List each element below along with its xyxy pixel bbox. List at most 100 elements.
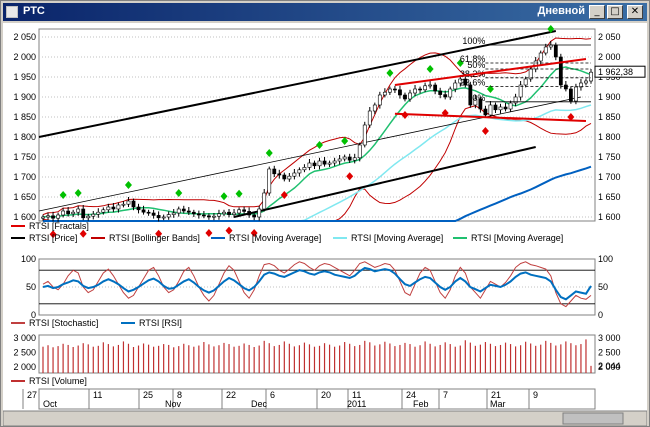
candle-body	[498, 106, 503, 111]
close-button[interactable]: ✕	[627, 5, 643, 19]
channel-upper-line	[38, 30, 557, 138]
legend-label: RTSI [Fractals]	[29, 221, 89, 231]
candle-body	[181, 208, 186, 212]
candle-body	[543, 46, 548, 54]
window-title: РТС	[23, 5, 45, 17]
ma-blue-line	[43, 165, 592, 222]
fractal-down-marker	[481, 127, 489, 135]
title-bar: РТС Дневной _ □ ✕	[3, 3, 647, 21]
candle-body	[201, 214, 206, 217]
price-ytick-right: 1 800	[598, 132, 621, 142]
candle-body	[327, 162, 332, 165]
candle-body	[297, 169, 302, 174]
candle-body	[121, 203, 126, 206]
candle-body	[574, 86, 578, 102]
candle-body	[287, 175, 292, 180]
horizontal-scrollbar[interactable]	[3, 410, 647, 426]
legend-label: RTSI [Bollinger Bands]	[109, 233, 200, 243]
fib-level-label: 23,6%	[460, 78, 486, 88]
candle-body	[282, 174, 287, 180]
x-day-label: 8	[177, 390, 182, 400]
volume-panel-frame	[38, 334, 596, 374]
candle-body	[111, 206, 116, 210]
price-ytick-right: 1 750	[598, 152, 621, 162]
minimize-button[interactable]: _	[589, 5, 605, 19]
candle-body	[398, 89, 402, 96]
candle-body	[86, 215, 91, 219]
x-day-label: 11	[93, 390, 102, 400]
x-day-label: 27	[27, 390, 37, 400]
support-red-line	[394, 112, 587, 122]
candle-body	[563, 84, 568, 90]
fractal-up-marker	[341, 137, 349, 145]
fractal-down-marker	[250, 229, 258, 237]
price-ytick-right: 1 900	[598, 92, 621, 102]
scrollbar-thumb[interactable]	[562, 412, 624, 425]
candle-body	[156, 215, 161, 219]
candle-body	[196, 213, 201, 216]
fractal-down-marker	[49, 230, 57, 239]
legend-label: RTSI [Moving Average]	[351, 233, 443, 243]
candle-body	[292, 172, 297, 177]
candle-body	[584, 80, 588, 84]
candle-body	[126, 200, 131, 205]
x-day-label: 6	[270, 390, 275, 400]
price-ytick-left: 1 600	[13, 212, 36, 222]
candle-body	[568, 88, 573, 102]
candle-body	[51, 215, 55, 219]
price-ytick-right: 2 050	[598, 32, 621, 42]
candle-body	[372, 104, 377, 112]
fractal-down-marker	[225, 226, 233, 235]
x-month-label: 2011	[347, 399, 366, 409]
candle-body	[176, 208, 181, 214]
candle-body	[337, 158, 342, 162]
price-ytick-right: 1 600	[598, 212, 621, 222]
x-day-label: 21	[491, 390, 501, 400]
candle-body	[433, 84, 438, 92]
maximize-button[interactable]: □	[607, 5, 623, 19]
x-month-label: Oct	[43, 399, 58, 409]
price-panel-frame	[38, 28, 596, 222]
price-ytick-left: 1 850	[13, 112, 36, 122]
candle-body	[342, 156, 347, 160]
candle-body	[423, 85, 427, 91]
price-ytick-right: 1 650	[598, 192, 621, 202]
candle-body	[232, 212, 236, 215]
fib-level-label: 100%	[462, 36, 485, 46]
candle-body	[347, 156, 352, 161]
candle-body	[161, 216, 166, 219]
fractal-up-marker	[74, 189, 82, 197]
candle-body	[523, 78, 528, 86]
candle-body	[46, 215, 50, 218]
candle-body	[71, 211, 76, 215]
candle-body	[302, 167, 307, 171]
osc-ytick-right: 0	[598, 310, 603, 320]
candle-body	[76, 208, 81, 213]
candle-body	[307, 162, 312, 168]
vol-ytick-left: 3 000	[13, 333, 36, 343]
candle-body	[212, 215, 216, 218]
price-ytick-right: 1 850	[598, 112, 621, 122]
fractal-down-marker	[155, 229, 163, 238]
vol-ytick-left: 2 000	[13, 362, 36, 372]
candle-body	[237, 209, 241, 214]
fractal-up-marker	[456, 59, 464, 67]
candle-body	[538, 52, 543, 62]
price-ytick-left: 2 000	[13, 52, 36, 62]
price-ytick-left: 1 800	[13, 132, 36, 142]
ma-green-line	[42, 66, 592, 218]
candle-body	[382, 91, 387, 96]
price-ytick-left: 1 650	[13, 192, 36, 202]
candle-body	[428, 84, 433, 87]
candle-body	[508, 102, 513, 110]
candle-body	[312, 162, 317, 167]
candle-body	[488, 104, 493, 116]
fractal-up-marker	[59, 191, 67, 199]
x-day-label: 20	[321, 390, 331, 400]
candle-body	[503, 106, 508, 110]
candle-body	[277, 173, 282, 176]
vol-ytick-left: 2 500	[13, 348, 36, 358]
candle-body	[413, 88, 417, 94]
